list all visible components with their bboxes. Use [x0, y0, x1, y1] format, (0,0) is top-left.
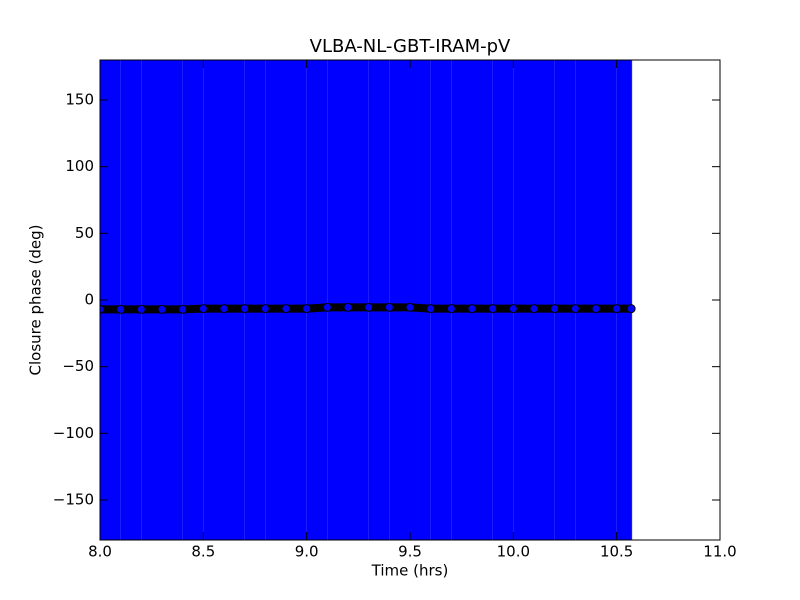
data-point: [116, 304, 126, 314]
data-point: [219, 304, 229, 314]
error-bar: [472, 60, 493, 540]
error-bar: [182, 60, 204, 540]
data-point: [364, 302, 374, 312]
data-point: [529, 304, 539, 314]
error-bar: [513, 60, 534, 540]
error-bar: [348, 60, 369, 540]
error-bar: [162, 60, 183, 540]
x-tick-label: 8.5: [191, 543, 215, 561]
x-tick-label: 10.0: [497, 543, 530, 561]
error-bar: [575, 60, 596, 540]
chart-title: VLBA-NL-GBT-IRAM-pV: [310, 36, 511, 57]
data-point: [550, 304, 560, 314]
y-axis-label: Closure phase (deg): [27, 225, 45, 376]
x-tick-label: 9.5: [398, 543, 422, 561]
error-bar: [120, 60, 142, 540]
data-point: [281, 304, 291, 314]
data-point: [100, 304, 105, 314]
error-bar: [368, 60, 390, 540]
x-axis-label: Time (hrs): [371, 562, 449, 580]
data-point: [157, 304, 167, 314]
data-point: [570, 304, 580, 314]
y-tick-label: −150: [53, 491, 94, 509]
y-tick-label: −50: [62, 357, 94, 375]
data-point: [260, 304, 270, 314]
error-bar: [203, 60, 224, 540]
y-tick-label: 100: [65, 157, 94, 175]
data-point: [508, 304, 518, 314]
error-bar: [306, 60, 328, 540]
x-tick-label: 8.0: [88, 543, 112, 561]
y-tick-label: 0: [84, 291, 94, 309]
error-bar: [430, 60, 452, 540]
data-point: [488, 304, 498, 314]
data-point: [384, 302, 394, 312]
data-point: [405, 302, 415, 312]
error-bar: [244, 60, 266, 540]
error-bar: [327, 60, 348, 540]
error-bar: [616, 60, 632, 540]
y-tick-label: 50: [75, 224, 94, 242]
error-bar: [100, 60, 121, 540]
error-bar: [141, 60, 162, 540]
x-tick-label: 11.0: [703, 543, 736, 561]
data-point: [302, 304, 312, 314]
error-bar: [265, 60, 286, 540]
y-tick-label: −100: [53, 424, 94, 442]
error-bar: [286, 60, 307, 540]
y-tick-label: 150: [65, 91, 94, 109]
data-point: [591, 304, 601, 314]
error-bar: [389, 60, 410, 540]
data-point: [426, 304, 436, 314]
data-point: [343, 302, 353, 312]
data-point: [136, 304, 146, 314]
error-bar: [492, 60, 514, 540]
plot-area: [100, 60, 636, 540]
error-bar: [451, 60, 472, 540]
data-point: [178, 304, 188, 314]
x-tick-label: 10.5: [600, 543, 633, 561]
x-tick-label: 9.0: [295, 543, 319, 561]
error-bar: [631, 60, 633, 540]
error-bar: [554, 60, 576, 540]
data-point: [198, 304, 208, 314]
data-point: [467, 304, 477, 314]
data-point: [322, 302, 332, 312]
error-bar: [596, 60, 617, 540]
data-point: [446, 304, 456, 314]
data-point: [626, 304, 636, 314]
data-point: [240, 304, 250, 314]
error-bar: [410, 60, 431, 540]
error-bar: [534, 60, 555, 540]
error-bar: [224, 60, 245, 540]
data-point: [612, 304, 622, 314]
